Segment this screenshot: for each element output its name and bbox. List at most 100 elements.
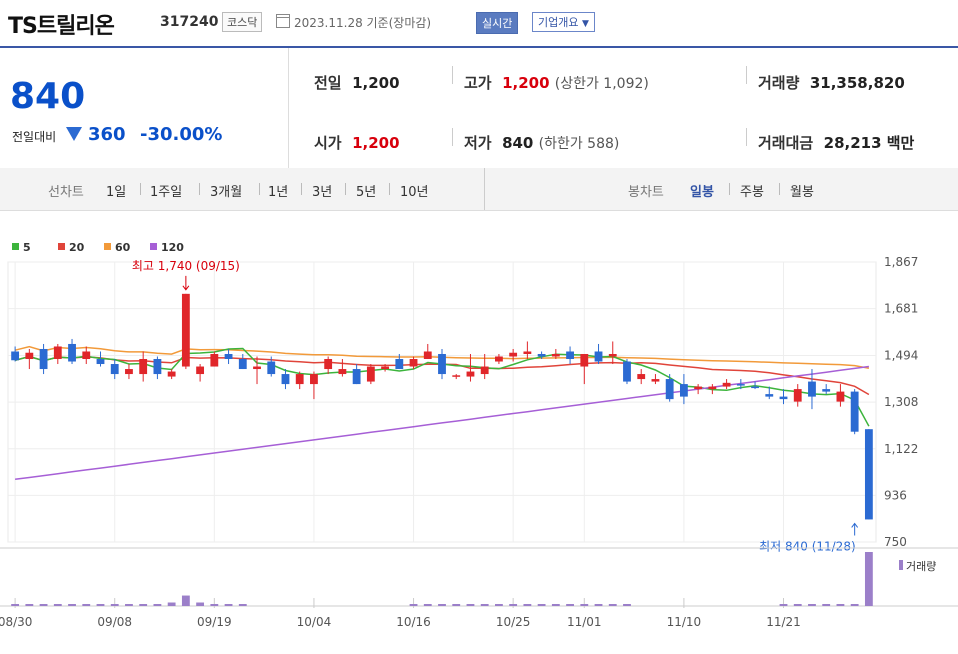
price-info-panel: 840 전일대비 360 -30.00% 전일 1,200 고가 1,200 (… bbox=[0, 46, 958, 171]
x-tick-label: 11/01 bbox=[567, 615, 602, 629]
volume-bar bbox=[96, 604, 105, 606]
tab-weekly[interactable]: 주봉 bbox=[740, 185, 764, 200]
y-tick-label: 1,494 bbox=[884, 349, 918, 363]
x-tick-label: 09/08 bbox=[97, 615, 132, 629]
candle bbox=[537, 353, 546, 357]
volume-legend-swatch bbox=[899, 560, 903, 570]
divider bbox=[140, 183, 141, 195]
candle bbox=[68, 343, 76, 362]
candle bbox=[295, 374, 304, 385]
candle bbox=[381, 366, 389, 370]
volume-bar bbox=[167, 602, 176, 606]
y-tick-label: 936 bbox=[884, 488, 907, 502]
tab-5y[interactable]: 5년 bbox=[356, 185, 377, 200]
candle bbox=[438, 353, 446, 375]
volume-bar bbox=[125, 604, 133, 606]
candle bbox=[523, 351, 532, 354]
low-value: 840 bbox=[502, 134, 534, 152]
change-label: 전일대비 bbox=[12, 130, 57, 144]
candle bbox=[495, 356, 503, 362]
chart-area: 1,867 1,681 1,494 1,308 1,122 936 750 08/30 09/0… bbox=[0, 210, 958, 650]
candle bbox=[181, 293, 190, 367]
open-label: 시가 bbox=[314, 134, 342, 152]
tab-monthly[interactable]: 월봉 bbox=[790, 185, 814, 200]
legend-swatch bbox=[12, 243, 19, 250]
divider bbox=[452, 66, 453, 84]
volume-bar bbox=[53, 604, 62, 606]
candle bbox=[238, 359, 247, 370]
volume-bar bbox=[793, 604, 802, 606]
candle bbox=[310, 374, 318, 385]
high-value: 1,200 bbox=[502, 74, 550, 92]
candle bbox=[153, 359, 162, 375]
tab-10y[interactable]: 10년 bbox=[400, 185, 429, 200]
tab-1d[interactable]: 1일 bbox=[106, 185, 127, 200]
candle bbox=[836, 391, 845, 402]
company-info-button[interactable]: 기업개요 ▼ bbox=[532, 12, 595, 32]
candle bbox=[366, 366, 375, 382]
candle bbox=[53, 346, 62, 360]
volume-bar bbox=[779, 604, 788, 606]
volume-bar bbox=[808, 604, 816, 606]
candle bbox=[623, 361, 631, 382]
volume-bar bbox=[110, 604, 119, 606]
annotation-high: 최고 1,740 (09/15) bbox=[132, 259, 240, 273]
volume-bar bbox=[623, 604, 631, 606]
change-rate: -30.00% bbox=[140, 124, 223, 145]
candle bbox=[210, 353, 219, 367]
x-tick-label: 10/04 bbox=[297, 615, 332, 629]
candle bbox=[651, 379, 660, 382]
chevron-down-icon: ▼ bbox=[581, 19, 589, 29]
line-chart-title: 선차트 bbox=[48, 185, 84, 200]
candle bbox=[196, 366, 205, 375]
y-tick-label: 1,681 bbox=[884, 302, 918, 316]
candle bbox=[793, 389, 802, 402]
market-badge: 코스닥 bbox=[222, 12, 263, 32]
change-value: 360 bbox=[88, 124, 126, 145]
price-box: 840 전일대비 360 -30.00% bbox=[0, 48, 289, 170]
volume-bar bbox=[608, 604, 617, 606]
period-tabs: 선차트 1일 1주일 3개월 1년 3년 5년 10년 봉차트 일봉 주봉 월봉 bbox=[0, 168, 958, 211]
company-name: TS트릴리온 bbox=[8, 14, 115, 39]
tab-1y[interactable]: 1년 bbox=[268, 185, 289, 200]
candle bbox=[281, 374, 290, 385]
candle bbox=[679, 384, 688, 397]
volume-bar bbox=[836, 604, 845, 606]
divider bbox=[779, 183, 780, 195]
volume-bar bbox=[423, 604, 432, 606]
tab-1w[interactable]: 1주일 bbox=[150, 185, 183, 200]
candle bbox=[167, 371, 176, 377]
volume-bar bbox=[452, 604, 461, 606]
x-tick-label: 09/19 bbox=[197, 615, 232, 629]
low-price: 저가 840 (하한가 588) bbox=[464, 132, 619, 153]
divider bbox=[746, 128, 747, 146]
high-label: 고가 bbox=[464, 74, 492, 92]
arrow-down-icon bbox=[182, 275, 190, 291]
divider bbox=[259, 183, 260, 195]
tab-daily[interactable]: 일봉 bbox=[690, 185, 714, 200]
trade-amount: 거래대금 28,213 백만 bbox=[758, 132, 914, 153]
volume-bar bbox=[25, 604, 34, 606]
divider bbox=[746, 66, 747, 84]
candle bbox=[466, 371, 475, 377]
volume-value: 31,358,820 bbox=[809, 74, 905, 92]
volume-bar bbox=[850, 604, 859, 606]
volume-bar bbox=[523, 604, 532, 606]
legend-label: 120 bbox=[161, 241, 184, 254]
legend-label: 20 bbox=[69, 241, 85, 254]
tab-3y[interactable]: 3년 bbox=[312, 185, 333, 200]
x-tick-label: 11/10 bbox=[667, 615, 702, 629]
volume-bar bbox=[594, 604, 603, 606]
tab-3m[interactable]: 3개월 bbox=[210, 185, 243, 200]
amount-value: 28,213 백만 bbox=[823, 134, 915, 152]
candle bbox=[722, 382, 731, 387]
candle bbox=[352, 369, 361, 385]
divider bbox=[484, 168, 485, 210]
realtime-button[interactable]: 실시간 bbox=[476, 12, 519, 34]
candle bbox=[224, 353, 233, 360]
candle bbox=[110, 364, 119, 375]
volume-bar bbox=[566, 604, 574, 606]
candle bbox=[736, 384, 745, 386]
y-tick-label: 750 bbox=[884, 535, 907, 549]
candle bbox=[509, 352, 518, 357]
